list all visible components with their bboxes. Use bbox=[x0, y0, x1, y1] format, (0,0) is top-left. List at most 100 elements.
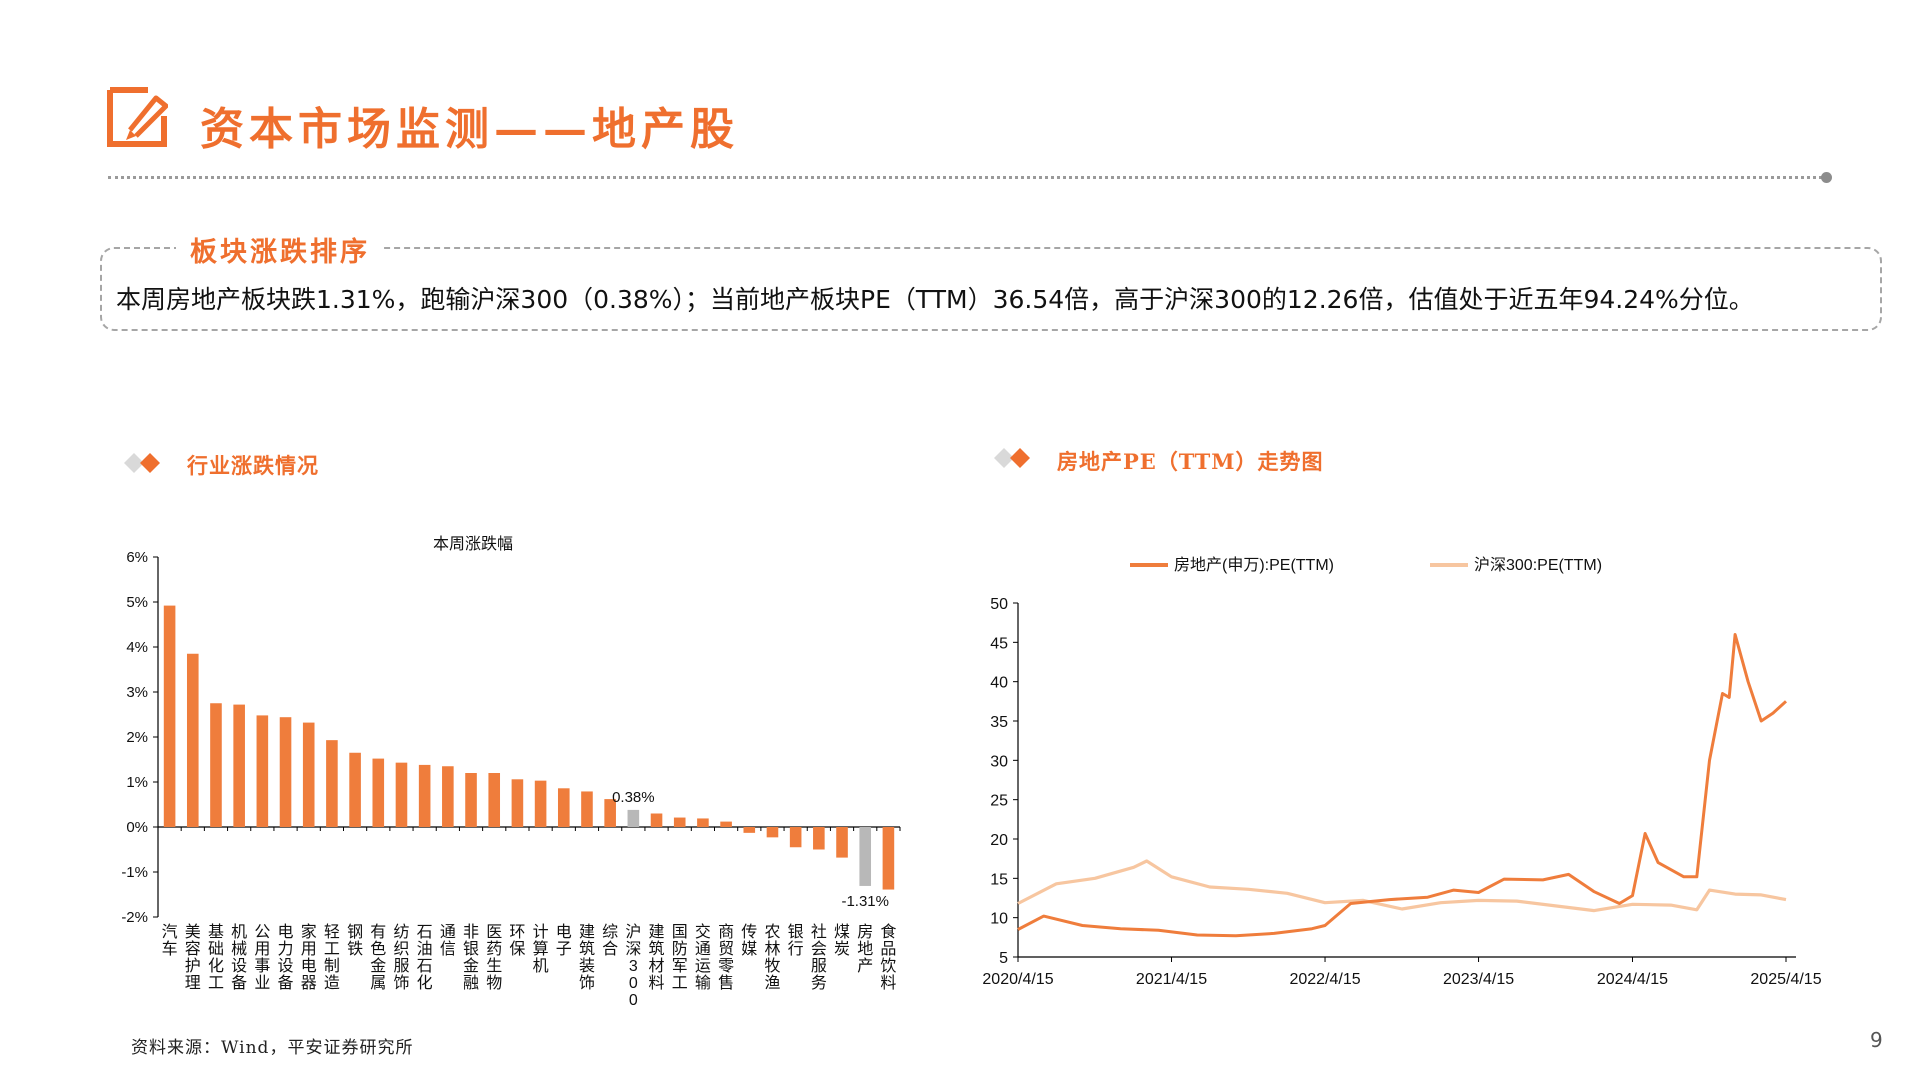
page-title: 资本市场监测——地产股 bbox=[200, 104, 739, 155]
bar-银行 bbox=[789, 827, 802, 848]
category-label: 石油石化 bbox=[417, 924, 433, 992]
bar-计算机 bbox=[534, 780, 547, 827]
bar-煤炭 bbox=[836, 827, 848, 858]
source-note: 资料来源：Wind，平安证券研究所 bbox=[131, 1038, 414, 1058]
category-label: 银行 bbox=[788, 923, 804, 958]
bar-有色金属 bbox=[372, 758, 385, 827]
bar-食品饮料 bbox=[882, 827, 895, 890]
y-tick-label: 35 bbox=[990, 714, 1008, 731]
data-label: -1.31% bbox=[841, 893, 889, 910]
bar-商贸零售 bbox=[720, 821, 732, 827]
bar-公用事业 bbox=[256, 715, 269, 827]
bar-石油石化 bbox=[418, 764, 431, 827]
category-label: 商贸零售 bbox=[718, 923, 734, 992]
bar-钢铁 bbox=[349, 752, 361, 827]
y-tick-label: 2% bbox=[126, 729, 148, 746]
divider-end-dot bbox=[1821, 172, 1832, 183]
y-tick-label: 30 bbox=[990, 753, 1008, 770]
x-tick-label: 2024/4/15 bbox=[1597, 971, 1668, 988]
category-label: 机械设备 bbox=[231, 923, 247, 992]
y-tick-label: 15 bbox=[990, 871, 1008, 888]
category-label: 电力设备 bbox=[278, 923, 294, 992]
section-title-industry: 行业涨跌情况 bbox=[187, 453, 319, 478]
bar-家用电器 bbox=[302, 722, 315, 827]
category-label: 煤炭 bbox=[834, 923, 850, 958]
bar-交通运输 bbox=[697, 818, 709, 827]
category-label: 房地产 bbox=[857, 923, 873, 975]
x-tick-label: 2021/4/15 bbox=[1136, 971, 1207, 988]
y-tick-label: 4% bbox=[126, 639, 148, 656]
category-label: 通信 bbox=[440, 923, 456, 958]
category-label: 公用事业 bbox=[254, 924, 270, 992]
bar-建筑材料 bbox=[650, 813, 663, 827]
category-label: 建筑材料 bbox=[649, 923, 665, 992]
bar-电力设备 bbox=[279, 717, 292, 827]
category-label: 美容护理 bbox=[185, 923, 201, 992]
summary-text: 本周房地产板块跌1.31%，跑输沪深300（0.38%）；当前地产板块PE（TT… bbox=[116, 285, 1754, 314]
bar-综合 bbox=[604, 799, 616, 827]
category-label: 环保 bbox=[509, 924, 525, 958]
y-tick-label: 5% bbox=[126, 594, 148, 611]
bar-建筑装饰 bbox=[581, 791, 593, 827]
double-diamond-icon bbox=[124, 453, 160, 473]
y-tick-label: 20 bbox=[990, 832, 1008, 849]
bar-非银金融 bbox=[465, 773, 477, 827]
y-tick-label: 40 bbox=[990, 675, 1008, 692]
category-label: 食品饮料 bbox=[880, 923, 896, 992]
bar-房地产 bbox=[859, 827, 872, 886]
category-label: 汽车 bbox=[162, 923, 178, 958]
y-tick-label: 25 bbox=[990, 793, 1008, 810]
y-tick-label: 0% bbox=[126, 819, 148, 836]
section-title-pe: 房地产PE（TTM）走势图 bbox=[1057, 449, 1324, 474]
x-tick-label: 2022/4/15 bbox=[1289, 971, 1360, 988]
data-label: 0.38% bbox=[612, 789, 655, 806]
y-tick-label: 3% bbox=[126, 684, 148, 701]
page-number: 9 bbox=[1870, 1028, 1883, 1052]
bar-电子 bbox=[557, 788, 570, 827]
y-tick-label: -1% bbox=[121, 864, 148, 881]
y-tick-label: 45 bbox=[990, 635, 1008, 652]
category-label: 国防军工 bbox=[672, 924, 688, 992]
y-tick-label: 1% bbox=[126, 774, 148, 791]
category-label: 综合 bbox=[602, 923, 618, 958]
bar-汽车 bbox=[163, 605, 176, 827]
category-label: 社会服务 bbox=[811, 923, 827, 992]
category-label: 纺织服饰 bbox=[393, 923, 409, 992]
category-label: 传媒 bbox=[741, 923, 757, 958]
bar-沪深300 bbox=[627, 809, 640, 827]
category-label: 有色金属 bbox=[370, 923, 386, 992]
bar-传媒 bbox=[743, 827, 756, 833]
pencil-square-icon bbox=[107, 87, 168, 147]
summary-label: 板块涨跌排序 bbox=[176, 230, 384, 269]
bar-社会服务 bbox=[813, 827, 825, 850]
industry-change-bar-chart: 本周涨跌幅 6% 5% 4% 3% 2% 1% 0% -1% -2% 汽车美容护理基础化工机械设备公… bbox=[121, 535, 901, 1009]
category-label: 钢铁 bbox=[347, 923, 363, 958]
category-label: 基础化工 bbox=[208, 923, 224, 992]
summary-box bbox=[100, 247, 1882, 331]
y-tick-label: -2% bbox=[121, 909, 148, 926]
double-diamond-icon bbox=[994, 448, 1030, 468]
pe-ttm-line-chart: 房地产(申万):PE(TTM) 沪深300:PE(TTM) 5 10 15 20 25 30 3… bbox=[982, 556, 1821, 988]
category-label: 非银金融 bbox=[463, 923, 479, 992]
y-tick-label: 5 bbox=[999, 950, 1008, 967]
bar-国防军工 bbox=[673, 817, 686, 827]
series-line-hs300-pe bbox=[1017, 859, 1787, 913]
bar-环保 bbox=[511, 779, 524, 827]
category-label: 家用电器 bbox=[301, 923, 317, 992]
bar-纺织服饰 bbox=[395, 762, 408, 827]
bar-基础化工 bbox=[210, 703, 222, 827]
bar-轻工制造 bbox=[326, 740, 338, 827]
bar-医药生物 bbox=[488, 773, 501, 827]
bar-农林牧渔 bbox=[766, 827, 779, 838]
series-line-real-estate-pe bbox=[1017, 633, 1788, 938]
x-tick-label: 2020/4/15 bbox=[982, 971, 1053, 988]
category-label: 电子 bbox=[556, 923, 572, 958]
x-tick-label: 2025/4/15 bbox=[1750, 971, 1821, 988]
bar-通信 bbox=[442, 766, 454, 827]
category-label: 轻工制造 bbox=[324, 923, 340, 992]
chart-title: 本周涨跌幅 bbox=[433, 535, 513, 553]
legend-label: 房地产(申万):PE(TTM) bbox=[1174, 556, 1334, 574]
title-divider bbox=[108, 176, 1828, 179]
category-label: 建筑装饰 bbox=[579, 923, 595, 992]
bar-美容护理 bbox=[186, 653, 199, 827]
